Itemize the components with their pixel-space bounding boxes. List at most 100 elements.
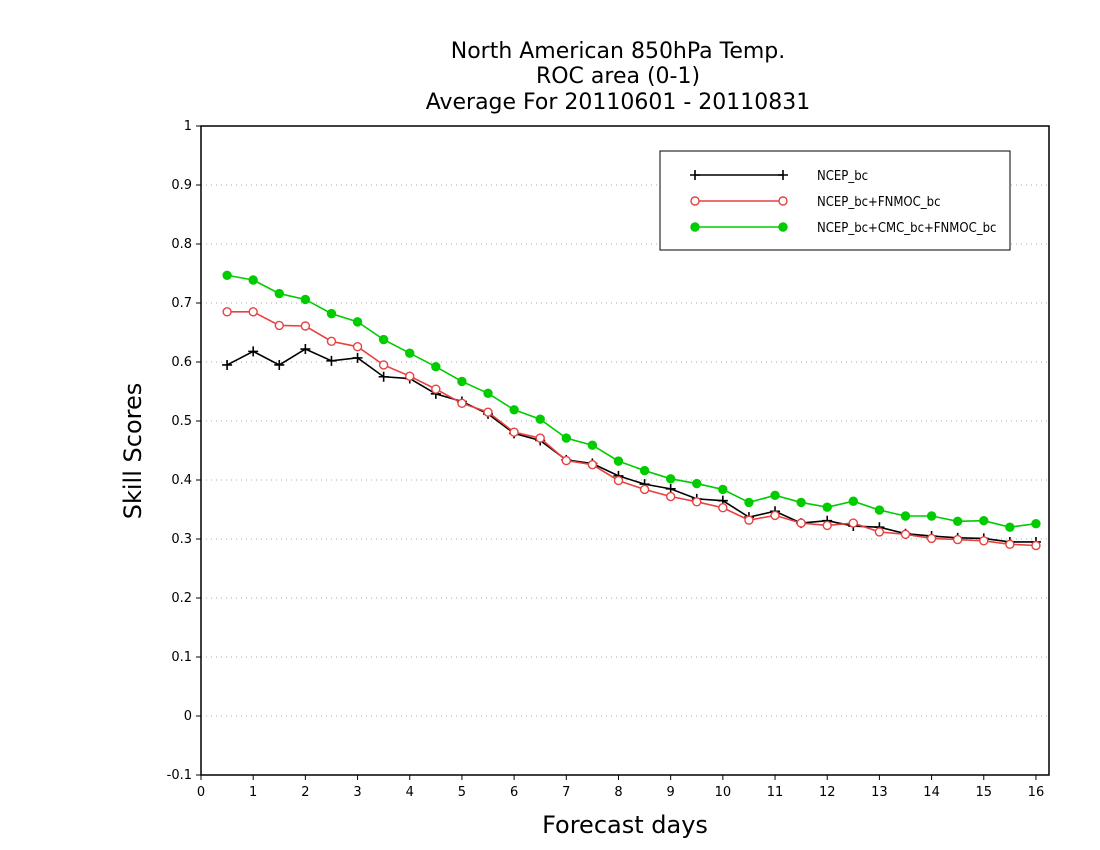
gridlines <box>201 184 1049 717</box>
legend-marker <box>690 196 700 206</box>
data-point <box>378 360 389 370</box>
data-point <box>326 308 337 319</box>
x-tick-label: 9 <box>667 785 675 800</box>
data-point <box>405 348 415 358</box>
data-point <box>718 484 728 495</box>
y-tick-label: 0.9 <box>171 178 192 193</box>
data-point <box>744 515 754 525</box>
legend-marker <box>690 170 700 180</box>
data-point <box>561 455 571 466</box>
data-point <box>300 294 311 305</box>
data-point <box>952 534 963 545</box>
legend-marker <box>778 196 788 206</box>
data-point <box>718 503 728 513</box>
data-point <box>274 320 284 331</box>
data-point <box>692 478 702 489</box>
legend: NCEP_bc NCEP_bc+FNMOC_bc NCEP_bc+CMC_bc+FN… <box>659 150 1011 251</box>
x-tick-label: 11 <box>767 785 784 800</box>
data-point <box>457 398 467 408</box>
x-tick-label: 6 <box>510 785 518 800</box>
y-tick-label: 0.1 <box>171 650 192 665</box>
data-point <box>405 371 415 381</box>
data-point <box>613 456 624 466</box>
x-tick-label: 2 <box>301 785 309 800</box>
data-point <box>457 376 467 387</box>
data-point <box>874 527 885 537</box>
data-point <box>248 275 258 285</box>
x-tick-label: 0 <box>197 785 205 800</box>
chart-title-line-2: ROC area (0-1) <box>536 64 700 89</box>
data-point <box>248 307 258 317</box>
data-point <box>665 491 676 502</box>
data-point <box>926 533 937 544</box>
y-tick-label: 0.4 <box>171 473 192 488</box>
data-point <box>274 359 285 370</box>
data-point <box>352 317 363 327</box>
y-tick-label: 0.8 <box>171 237 192 252</box>
y-axis-label: Skill Scores <box>119 383 147 520</box>
x-tick-label: 1 <box>249 785 257 800</box>
data-point <box>613 475 624 486</box>
x-tick-label: 16 <box>1028 785 1045 800</box>
x-tick-label: 13 <box>871 785 888 800</box>
data-point <box>483 388 493 398</box>
y-tick-label: 0 <box>184 709 192 724</box>
data-point <box>352 341 363 352</box>
data-point <box>326 336 337 347</box>
legend-label: NCEP_bc <box>817 169 868 184</box>
data-point <box>796 518 806 528</box>
x-tick-label: 8 <box>614 785 622 800</box>
data-point <box>770 510 780 521</box>
y-axis-ticks: -0.1 0 0.1 0.2 0.3 0.4 0.5 0.6 0.7 0.8 0.9 1 <box>167 119 201 783</box>
data-point <box>431 362 441 372</box>
data-point <box>483 407 493 417</box>
series-ncep-bc-fnmoc-bc <box>222 307 1041 551</box>
data-point <box>979 536 989 546</box>
data-point <box>535 433 545 443</box>
y-tick-label: 0.2 <box>171 591 192 606</box>
x-tick-label: 14 <box>923 785 940 800</box>
legend-marker <box>778 170 788 180</box>
data-point <box>770 490 780 501</box>
data-point <box>509 405 519 415</box>
data-point <box>1005 522 1015 532</box>
data-point <box>535 414 545 424</box>
x-tick-label: 3 <box>353 785 361 800</box>
series-line <box>227 311 1036 547</box>
y-tick-label: 0.5 <box>171 414 192 429</box>
data-point <box>378 334 389 345</box>
data-point <box>1031 540 1041 551</box>
data-point <box>431 384 441 394</box>
x-tick-label: 15 <box>975 785 992 800</box>
plot-frame <box>200 125 1050 776</box>
data-point <box>587 459 598 470</box>
x-tick-label: 7 <box>562 785 570 800</box>
x-axis-ticks: 0 1 2 3 4 5 6 7 8 9 10 11 12 13 14 15 16 <box>197 775 1044 800</box>
y-tick-label: 0.3 <box>171 532 192 547</box>
legend-label: NCEP_bc+CMC_bc+FNMOC_bc <box>817 221 996 236</box>
data-point <box>378 371 389 382</box>
data-point <box>926 511 937 521</box>
data-point <box>796 497 806 508</box>
x-tick-label: 10 <box>715 785 732 800</box>
series-ncep-bc-cmc-bc-fnmoc-bc <box>222 270 1041 532</box>
data-point <box>979 516 989 526</box>
data-point <box>822 502 832 512</box>
data-point <box>692 497 702 507</box>
y-tick-label: 0.6 <box>171 355 192 370</box>
y-tick-label: 0.7 <box>171 296 192 311</box>
data-point <box>1005 539 1015 550</box>
x-tick-label: 12 <box>819 785 836 800</box>
data-point <box>874 505 885 515</box>
data-point <box>952 516 963 526</box>
data-point <box>352 352 363 363</box>
data-point <box>561 433 571 443</box>
legend-marker <box>690 222 700 232</box>
data-point <box>222 307 232 317</box>
data-point <box>222 359 233 370</box>
data-point <box>822 520 832 531</box>
data-point <box>900 529 911 539</box>
data-point <box>274 288 284 299</box>
data-point <box>300 321 311 331</box>
